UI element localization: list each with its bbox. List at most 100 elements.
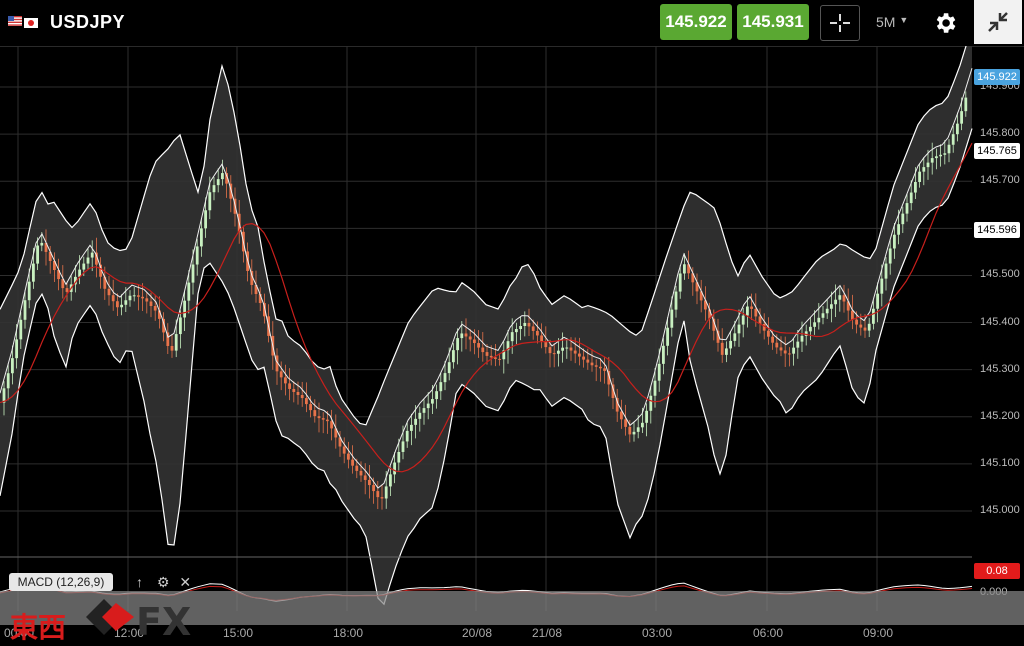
price-axis-label: 145.700 (980, 174, 1020, 187)
candle-body (746, 306, 749, 316)
price-axis-label: 145.800 (980, 127, 1020, 140)
candle-body (599, 366, 602, 369)
candle-body (128, 295, 132, 301)
candle-body (422, 408, 426, 413)
candle-body (95, 252, 98, 265)
candle-body (342, 446, 346, 454)
candle-body (158, 310, 161, 319)
candle-body (502, 350, 506, 360)
price-axis-label: 145.400 (980, 315, 1020, 328)
candle-body (670, 309, 674, 328)
candle-body (78, 269, 81, 277)
candle-body (393, 462, 396, 475)
candle-body (456, 338, 459, 351)
candle-body (956, 123, 959, 135)
candle-body (477, 343, 480, 348)
candle-body (540, 335, 543, 342)
candle-body (741, 315, 745, 325)
buy-price-button[interactable]: 145.931 (737, 4, 809, 40)
candle-body (275, 355, 279, 372)
candle-body (263, 303, 266, 317)
gear-icon[interactable] (932, 10, 958, 36)
candle-body (699, 291, 703, 301)
candle-body (355, 465, 359, 471)
time-axis-label: 03:00 (642, 626, 673, 640)
candle-body (821, 313, 825, 318)
price-axis-label: 145.300 (980, 362, 1020, 375)
candle-body (191, 264, 195, 283)
crosshair-icon (830, 14, 850, 32)
candle-body (489, 355, 493, 358)
candle-body (813, 322, 816, 327)
timeframe-select[interactable]: 5M ▼ (876, 14, 908, 30)
exit-fullscreen-button[interactable] (974, 0, 1022, 44)
time-axis-label: 21/08 (532, 626, 563, 640)
price-tag: 145.596 (974, 222, 1020, 239)
candle-body (561, 347, 564, 351)
candle-body (288, 383, 291, 389)
candle-body (166, 332, 170, 346)
candle-body (872, 308, 875, 324)
candle-body (762, 323, 766, 331)
candle-body (116, 301, 119, 308)
candle-body (834, 299, 837, 305)
candle-body (716, 330, 720, 343)
candle-body (632, 431, 636, 435)
candle-body (15, 339, 18, 359)
candle-body (435, 391, 438, 400)
symbol-title[interactable]: USDJPY (50, 12, 126, 32)
candle-body (863, 327, 867, 331)
time-axis-label: 20/08 (462, 626, 493, 640)
candle-body (552, 353, 556, 355)
candle-body (653, 380, 657, 396)
candle-body (943, 153, 947, 155)
candle-body (384, 486, 388, 499)
price-axis-label: 145.200 (980, 409, 1020, 422)
arrow-up-icon[interactable]: ↑ (136, 574, 143, 590)
candle-body (624, 419, 627, 427)
macd-value-tag: 0.08 (974, 563, 1020, 579)
candle-body (704, 300, 707, 310)
candle-body (846, 301, 850, 311)
candle-body (947, 144, 951, 154)
watermark-logo-chinese: 東西 (10, 611, 67, 644)
macd-controls: ↑ ⚙ ✕ (136, 574, 191, 591)
candle-body (851, 310, 854, 320)
sell-price-button[interactable]: 145.922 (660, 4, 732, 40)
crosshair-button[interactable] (820, 5, 860, 41)
time-axis-label: 00:00 (4, 626, 35, 640)
candle-body (460, 333, 464, 339)
candle-body (368, 479, 371, 486)
candle-body (141, 296, 144, 299)
candle-body (935, 156, 938, 159)
macd-indicator-label[interactable]: MACD (12,26,9) (9, 573, 113, 591)
candle-body (82, 263, 86, 270)
candle-body (737, 324, 741, 334)
price-tag: 145.765 (974, 142, 1020, 159)
candle-body (183, 300, 186, 318)
time-axis-label: 06:00 (753, 626, 784, 640)
candle-body (313, 410, 317, 417)
price-chart[interactable] (0, 46, 1024, 646)
close-icon[interactable]: ✕ (179, 574, 192, 590)
candle-body (174, 334, 178, 351)
candle-body (930, 158, 934, 163)
candle-body (212, 185, 216, 193)
candle-body (859, 324, 863, 328)
price-axis-label: 145.500 (980, 268, 1020, 281)
candle-body (720, 342, 724, 355)
candle-body (6, 373, 10, 389)
gear-icon[interactable]: ⚙ (156, 574, 170, 590)
candle-body (40, 242, 44, 246)
candle-body (838, 295, 842, 300)
candle-body (708, 309, 711, 319)
candle-body (939, 154, 942, 157)
candle-body (951, 134, 955, 145)
time-axis-label: 15:00 (223, 626, 254, 640)
candle-body (279, 371, 283, 378)
candle-body (397, 451, 401, 463)
candle-body (464, 333, 468, 337)
top-bar: USDJPY 145.922 145.931 5M ▼ (0, 0, 1024, 47)
candle-body (410, 424, 413, 431)
candle-body (578, 353, 581, 357)
